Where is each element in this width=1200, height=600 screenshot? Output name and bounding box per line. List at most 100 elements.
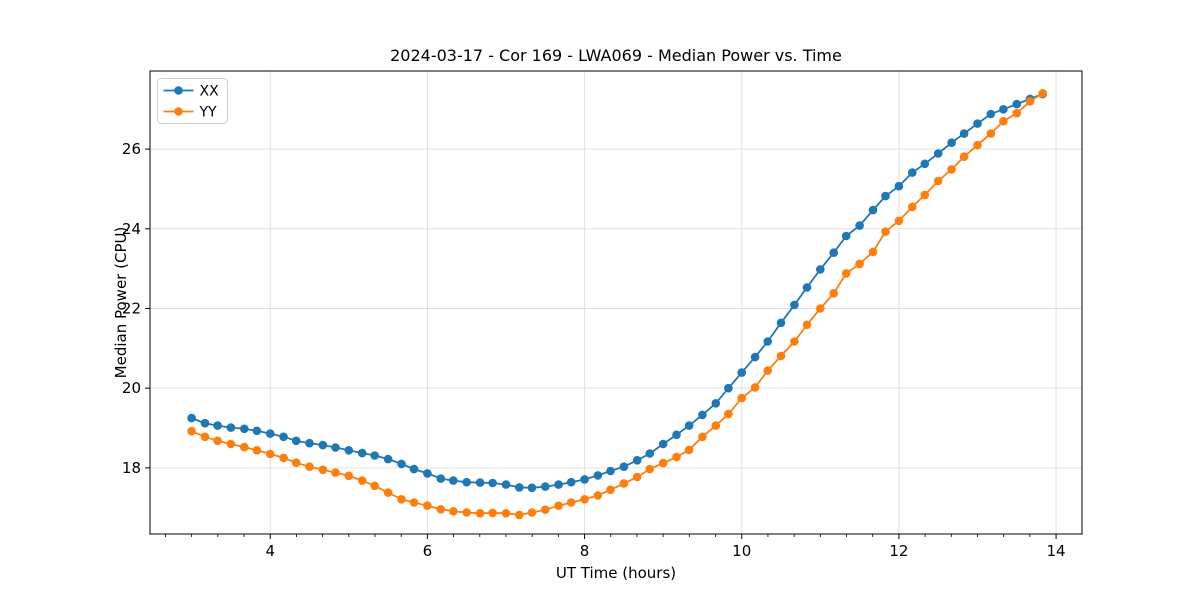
y-axis-label: Median Power (CPU) [112,227,130,379]
data-point-xx [776,318,786,328]
data-point-yy [816,304,825,313]
x-tick-label: 14 [1047,542,1066,560]
data-point-xx [397,459,406,469]
data-point-yy [855,259,864,269]
data-point-yy [790,337,799,346]
data-point-xx [933,149,943,158]
data-point-yy [279,453,288,463]
y-tick-label: 18 [122,459,141,477]
data-point-xx [383,454,393,464]
data-point-yy [750,383,760,392]
data-point-xx [200,418,210,428]
data-point-yy [305,462,314,472]
data-point-yy [829,289,838,298]
data-point-xx [698,410,707,420]
data-point-yy [318,465,328,475]
data-point-yy [554,501,563,511]
legend-marker-icon [174,107,183,116]
data-point-yy [933,176,943,186]
data-point-yy [841,269,851,278]
data-point-xx [684,421,694,430]
data-point-xx [541,482,550,491]
data-point-xx [894,181,904,191]
data-point-yy [986,129,996,138]
data-point-yy [947,165,956,174]
plot-border [149,70,1083,535]
data-point-xx [908,168,917,177]
data-point-xx [999,105,1008,114]
data-point-xx [855,221,864,230]
y-tick-label: 22 [122,299,141,317]
data-point-yy [999,116,1008,126]
legend-item-xx: XX [163,84,220,100]
data-point-xx [279,432,288,442]
data-point-xx [554,480,563,489]
data-point-yy [1038,89,1047,98]
x-tick-label: 6 [423,542,433,560]
data-point-xx [816,265,825,274]
data-point-yy [593,491,603,500]
data-point-yy [711,421,721,430]
data-point-xx [357,448,367,458]
data-point-xx [658,439,668,449]
data-point-xx [265,429,275,438]
data-point-yy [737,393,746,403]
data-point-xx [829,248,838,257]
data-point-xx [593,471,603,480]
data-point-xx [724,383,733,393]
x-axis-label: UT Time (hours) [556,564,676,582]
data-point-yy [541,505,550,514]
data-point-yy [252,446,262,455]
series-line-yy [191,92,1044,516]
data-point-yy [632,472,642,482]
data-point-xx [606,466,615,476]
data-point-yy [462,508,472,517]
data-point-yy [357,476,367,485]
data-point-yy [868,247,878,257]
data-point-xx [213,421,222,430]
data-point-yy [409,498,419,507]
data-point-xx [252,426,262,436]
data-point-xx [868,205,878,215]
data-point-yy [475,509,485,518]
data-point-yy [383,488,393,497]
data-point-xx [409,464,419,474]
data-point-yy [226,439,236,449]
data-point-yy [724,409,733,419]
data-point-yy [606,485,615,495]
data-point-yy [187,426,196,436]
data-point-xx [436,474,446,483]
data-point-yy [200,432,210,442]
data-point-xx [527,483,537,493]
data-point-yy [436,505,446,514]
data-point-xx [763,337,772,346]
legend-label: XX [200,84,220,100]
data-point-xx [449,476,458,485]
data-point-yy [973,140,982,150]
data-point-yy [344,471,354,481]
legend: XX YY [157,78,228,124]
data-point-yy [265,449,275,459]
data-point-xx [1012,99,1022,109]
data-point-yy [240,442,249,452]
data-point-xx [187,413,196,423]
data-point-xx [619,462,629,472]
legend-label: YY [199,105,218,121]
data-point-yy [291,458,301,468]
data-point-xx [501,480,511,489]
y-tick-label: 24 [122,220,141,238]
data-point-yy [213,436,222,446]
data-point-yy [501,509,511,518]
data-point-xx [370,451,380,460]
data-point-xx [305,438,314,448]
y-tick-label: 26 [122,140,141,158]
data-point-xx [645,449,655,458]
data-point-yy [698,432,707,442]
data-point-xx [711,399,721,408]
data-point-yy [920,190,930,200]
data-point-xx [566,477,576,487]
data-point-yy [959,152,969,161]
data-point-xx [344,446,354,455]
data-point-xx [959,129,969,138]
